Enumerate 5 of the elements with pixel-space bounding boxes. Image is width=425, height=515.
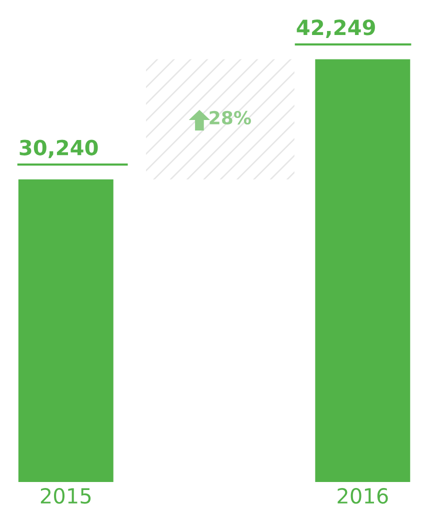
x-tick-label: 2016 bbox=[338, 488, 388, 504]
x-tick-label: 2015 bbox=[40, 488, 91, 504]
annotation: 28% bbox=[210, 110, 251, 125]
data-label: 42,249 bbox=[296, 20, 375, 38]
data-label: 30,240 bbox=[20, 140, 98, 158]
